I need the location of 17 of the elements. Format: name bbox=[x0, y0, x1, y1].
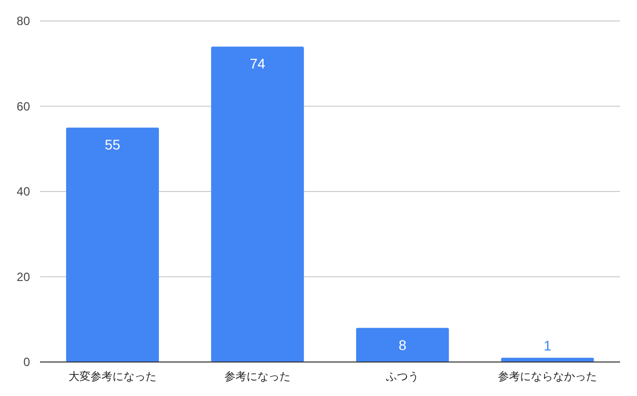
bar bbox=[501, 358, 594, 362]
bar bbox=[66, 128, 159, 362]
x-tick-label: ふつう bbox=[385, 371, 419, 383]
bar bbox=[211, 46, 304, 362]
y-tick-label: 0 bbox=[23, 355, 30, 369]
x-tick-label: 参考になった bbox=[224, 370, 290, 383]
y-tick-label: 60 bbox=[16, 99, 30, 114]
bar bbox=[356, 328, 449, 362]
y-tick-label: 40 bbox=[16, 184, 30, 198]
x-tick-label: 大変参考になった bbox=[68, 370, 156, 383]
data-label: 74 bbox=[250, 56, 266, 72]
data-label: 55 bbox=[104, 136, 120, 153]
x-tick-label: 参考にならなかった bbox=[498, 370, 597, 383]
data-label: 1 bbox=[544, 338, 552, 354]
data-label: 8 bbox=[398, 336, 407, 353]
y-tick-label: 20 bbox=[16, 270, 30, 284]
y-tick-label: 80 bbox=[16, 14, 30, 28]
